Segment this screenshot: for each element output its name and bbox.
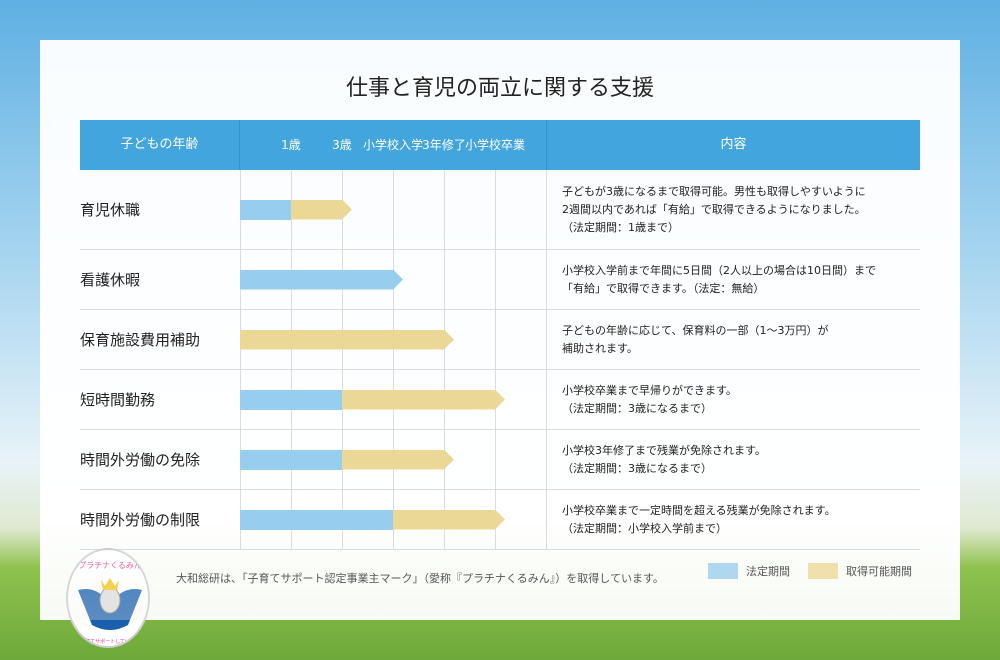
legend-label: 法定期間 <box>746 565 790 578</box>
grid-line <box>342 170 343 550</box>
page-title: 仕事と育児の両立に関する支援 <box>345 76 654 101</box>
bar-statutory <box>240 389 342 410</box>
svg-text:子育てサポートしています: 子育てサポートしています <box>80 638 140 645</box>
bar-statutory <box>240 509 393 530</box>
row-label: 保育施設費用補助 <box>80 331 201 349</box>
grid-line <box>291 170 292 550</box>
row-label: 短時間勤務 <box>80 391 156 409</box>
bar-statutory <box>240 449 342 470</box>
legend-statutory: 法定期間 <box>708 563 790 579</box>
tick-label: 小学校 卒業 <box>465 137 526 152</box>
legend-available: 取得可能期間 <box>808 563 912 579</box>
tick-label: 3歳 <box>332 137 352 152</box>
tick-label: 小学校 入学 <box>363 137 424 152</box>
table-row: 育児休職 子どもが3歳になるまで取得可能。男性も取得しやすいように 2週間以内であれ… <box>80 170 920 250</box>
row-label: 育児休職 <box>80 201 141 219</box>
row-label: 看護休暇 <box>80 271 141 289</box>
bar-statutory <box>240 199 291 220</box>
row-description: 小学校卒業まで一定時間を超える残業が免除されます。 （法定期間：小学校入学前まで） <box>562 503 836 535</box>
table-header: 子どもの年齢 1歳 3歳 小学校 入学 3年 修了 小学校 卒業 内容 <box>80 120 920 170</box>
grid-line <box>546 170 547 550</box>
row-description: 子どもが3歳になるまで取得可能。男性も取得しやすいように 2週間以内であれば「有給… <box>562 184 866 234</box>
support-card: 仕事と育児の両立に関する支援 子どもの年齢 1歳 3歳 小学校 入学 3年 修了 小学校 卒業… <box>40 40 960 648</box>
table-row: 看護休暇 小学校入学前まで年間に5日間（2人以上の場合は10日間）まで 「有給」で取… <box>80 250 920 310</box>
legend-label: 取得可能期間 <box>846 565 912 578</box>
support-table: 育児休職 子どもが3歳になるまで取得可能。男性も取得しやすいように 2週間以内であれ… <box>80 170 920 550</box>
bar-statutory <box>240 270 403 290</box>
grid-line <box>393 170 394 550</box>
legend-swatch-blue <box>708 563 738 579</box>
row-description: 子どもの年齢に応じて、保育料の一部（1～3万円）が 補助されます。 <box>562 323 829 355</box>
platinum-kurumin-logo: プラチナくるみん 子育てサポートしています <box>66 548 150 648</box>
table-row: 保育施設費用補助 子どもの年齢に応じて、保育料の一部（1～3万円）が 補助されます。 <box>80 310 920 370</box>
table-row: 短時間勤務 小学校卒業まで早帰りができます。 （法定期間：3歳になるまで） <box>80 370 920 430</box>
legend-swatch-yellow <box>808 563 838 579</box>
svg-text:プラチナくるみん: プラチナくるみん <box>78 561 142 570</box>
tick-label: 1歳 <box>281 137 301 152</box>
row-description: 小学校入学前まで年間に5日間（2人以上の場合は10日間）まで 「有給」で取得できま… <box>562 263 876 295</box>
row-label: 時間外労働の制限 <box>80 511 201 529</box>
table-row: 時間外労働の制限 小学校卒業まで一定時間を超える残業が免除されます。 （法定期間：小… <box>80 490 920 550</box>
row-label: 時間外労働の免除 <box>80 451 201 469</box>
certification-note: 大和総研は、「子育てサポート認定事業主マーク」（愛称『プラチナくるみん』）を取得… <box>176 572 664 585</box>
grid-line <box>495 170 496 550</box>
table-row: 時間外労働の免除 小学校3年修了まで残業が免除されます。 （法定期間：3歳になるまで… <box>80 430 920 490</box>
grid-line <box>240 170 241 550</box>
grid-line <box>444 170 445 550</box>
tick-label: 3年 修了 <box>422 137 466 152</box>
bar-available <box>240 330 454 350</box>
header-content: 内容 <box>546 120 920 170</box>
row-description: 小学校3年修了まで残業が免除されます。 （法定期間：3歳になるまで） <box>562 443 766 475</box>
header-age: 子どもの年齢 <box>80 120 240 170</box>
row-description: 小学校卒業まで早帰りができます。 （法定期間：3歳になるまで） <box>562 383 737 415</box>
